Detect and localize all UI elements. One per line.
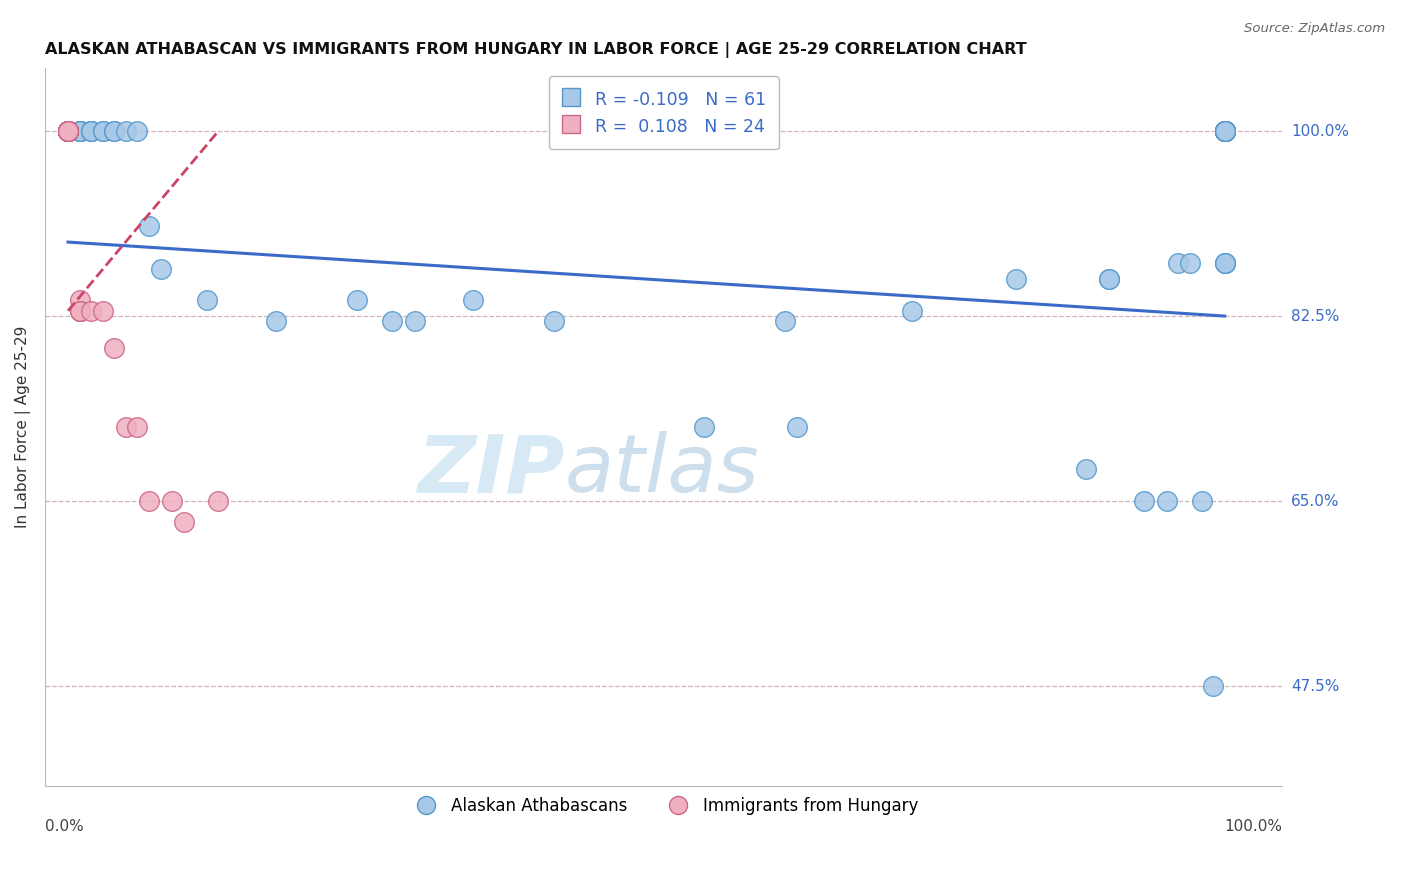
Text: ALASKAN ATHABASCAN VS IMMIGRANTS FROM HUNGARY IN LABOR FORCE | AGE 25-29 CORRELA: ALASKAN ATHABASCAN VS IMMIGRANTS FROM HU… (45, 42, 1026, 58)
Point (56, 124, 79, 138)
Text: 82.5%: 82.5% (1291, 309, 1339, 324)
Point (1213, 124, 1236, 138)
Point (69, 124, 91, 138)
Point (1005, 272, 1028, 286)
Point (69, 124, 91, 138)
Point (381, 314, 404, 328)
Point (1167, 256, 1189, 270)
Point (160, 494, 183, 508)
Point (901, 303, 924, 318)
Point (56, 124, 79, 138)
Point (1213, 124, 1236, 138)
Text: 0.0%: 0.0% (45, 819, 83, 834)
Point (461, 293, 484, 308)
Point (91, 124, 114, 138)
Point (69, 124, 91, 138)
Point (56, 124, 79, 138)
Point (1213, 124, 1236, 138)
Point (56, 124, 79, 138)
Point (138, 494, 160, 508)
Text: ZIP: ZIP (418, 431, 565, 509)
Point (404, 314, 426, 328)
Point (207, 494, 229, 508)
Point (1213, 256, 1236, 270)
Text: 100.0%: 100.0% (1225, 819, 1282, 834)
Point (1132, 494, 1154, 508)
Point (1213, 124, 1236, 138)
Point (115, 420, 138, 434)
Point (1213, 124, 1236, 138)
Point (1098, 272, 1121, 286)
Point (56, 124, 79, 138)
Point (115, 124, 138, 138)
Point (149, 261, 172, 276)
Point (80, 124, 103, 138)
Point (127, 420, 149, 434)
Point (91, 124, 114, 138)
Text: 100.0%: 100.0% (1291, 124, 1348, 138)
Point (1191, 494, 1213, 508)
Point (1213, 124, 1236, 138)
Point (1213, 124, 1236, 138)
Point (1213, 124, 1236, 138)
Point (1213, 124, 1236, 138)
Point (69, 303, 91, 318)
Point (1178, 256, 1201, 270)
Point (786, 420, 808, 434)
Point (1213, 256, 1236, 270)
Point (1074, 462, 1097, 476)
Point (1213, 124, 1236, 138)
Point (56, 124, 79, 138)
Point (69, 124, 91, 138)
Point (56, 124, 79, 138)
Point (69, 293, 91, 308)
Point (56, 124, 79, 138)
Point (69, 303, 91, 318)
Point (69, 303, 91, 318)
Point (1213, 256, 1236, 270)
Point (127, 124, 149, 138)
Point (1202, 679, 1225, 693)
Point (80, 303, 103, 318)
Point (56, 124, 79, 138)
Point (103, 124, 125, 138)
Point (1156, 494, 1178, 508)
Point (80, 124, 103, 138)
Point (195, 293, 218, 308)
Text: 47.5%: 47.5% (1291, 679, 1339, 694)
Text: Source: ZipAtlas.com: Source: ZipAtlas.com (1244, 22, 1385, 36)
Point (103, 341, 125, 355)
Point (693, 420, 716, 434)
Point (264, 314, 287, 328)
Point (173, 515, 195, 529)
Point (103, 124, 125, 138)
Legend: Alaskan Athabascans, Immigrants from Hungary: Alaskan Athabascans, Immigrants from Hun… (402, 790, 925, 822)
Point (1213, 124, 1236, 138)
Point (1213, 124, 1236, 138)
Point (56, 124, 79, 138)
Point (346, 293, 368, 308)
Point (56, 124, 79, 138)
Point (56, 124, 79, 138)
Point (56, 124, 79, 138)
Point (69, 124, 91, 138)
Point (56, 124, 79, 138)
Point (56, 124, 79, 138)
Point (56, 124, 79, 138)
Text: 65.0%: 65.0% (1291, 493, 1340, 508)
Text: atlas: atlas (565, 431, 759, 509)
Point (1213, 124, 1236, 138)
Point (773, 314, 796, 328)
Point (138, 219, 160, 234)
Y-axis label: In Labor Force | Age 25-29: In Labor Force | Age 25-29 (15, 326, 31, 528)
Point (543, 314, 565, 328)
Point (91, 303, 114, 318)
Point (80, 124, 103, 138)
Point (1098, 272, 1121, 286)
Point (56, 124, 79, 138)
Point (56, 124, 79, 138)
Point (1213, 124, 1236, 138)
